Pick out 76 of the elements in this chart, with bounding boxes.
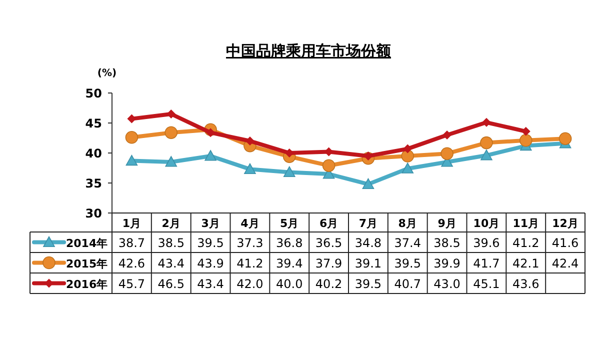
legend-label: 2014年 (66, 236, 108, 250)
point (283, 166, 296, 177)
point (482, 118, 491, 127)
data-label: 45.1 (473, 276, 500, 291)
data-label: 37.4 (394, 236, 421, 250)
point (362, 178, 374, 189)
x-tick-label: 7月 (358, 217, 378, 230)
point (204, 150, 216, 161)
x-tick-label: 9月 (438, 217, 456, 230)
point (165, 156, 178, 167)
data-label: 39.6 (473, 236, 500, 250)
point (402, 162, 414, 174)
y-tick-label: 50 (85, 86, 102, 100)
point (558, 132, 572, 145)
point (440, 147, 454, 160)
x-tick-label: 1月 (122, 217, 142, 230)
data-label: 39.1 (354, 256, 382, 270)
point (442, 130, 452, 140)
data-label: 39.5 (394, 256, 421, 270)
point (401, 150, 414, 162)
chart-title: 中国品牌乘用车市场份额 (226, 42, 392, 60)
legend-label: 2016年 (66, 278, 108, 291)
data-label: 43.6 (512, 276, 540, 291)
x-tick-label: 12月 (552, 217, 578, 230)
x-tick-label: 3月 (201, 217, 220, 230)
x-tick-label: 11月 (512, 217, 540, 230)
data-label: 36.5 (315, 236, 342, 250)
data-label: 42.6 (118, 256, 146, 270)
x-tick-label: 10月 (473, 217, 500, 230)
data-label: 42.0 (236, 276, 264, 291)
point (519, 134, 532, 147)
data-label: 36.8 (276, 236, 303, 250)
data-label: 42.4 (552, 256, 579, 270)
data-label: 41.7 (473, 256, 500, 270)
data-label: 41.6 (552, 236, 579, 250)
data-label: 46.5 (158, 276, 184, 291)
data-label: 37.3 (236, 236, 264, 250)
data-label: 39.4 (276, 256, 303, 270)
point (126, 154, 138, 166)
data-label: 43.0 (434, 276, 460, 291)
data-label: 40.7 (394, 276, 421, 291)
point (480, 136, 493, 150)
data-label: 40.2 (315, 276, 342, 291)
point (125, 131, 138, 144)
data-label: 39.9 (434, 256, 460, 270)
y-tick-label: 40 (85, 146, 102, 160)
x-tick-label: 5月 (280, 217, 299, 230)
x-tick-label: 2月 (162, 217, 180, 230)
legend-label: 2015年 (66, 257, 108, 270)
y-axis-title: (%) (97, 68, 117, 79)
data-label: 38.5 (434, 236, 460, 250)
point (322, 159, 336, 172)
data-label: 34.8 (354, 236, 382, 250)
point (480, 150, 492, 160)
data-label: 43.9 (197, 256, 224, 270)
data-label: 41.2 (512, 236, 540, 250)
data-label: 41.2 (236, 256, 264, 270)
x-tick-label: 6月 (319, 217, 338, 230)
data-label: 39.5 (354, 276, 382, 291)
x-tick-label: 8月 (398, 217, 417, 230)
data-label: 38.7 (118, 236, 146, 250)
data-label: 43.4 (197, 276, 224, 291)
data-label: 38.5 (158, 236, 184, 250)
data-label: 37.9 (315, 256, 342, 270)
x-tick-label: 4月 (240, 217, 260, 230)
y-tick-label: 45 (85, 116, 102, 130)
point (244, 163, 256, 174)
data-label: 42.1 (512, 256, 540, 270)
data-label: 43.4 (158, 256, 184, 270)
point (403, 144, 412, 154)
data-label: 45.7 (118, 276, 146, 291)
y-tick-label: 35 (85, 176, 102, 190)
data-label: 40.0 (276, 276, 303, 291)
y-tick-label: 30 (85, 206, 102, 220)
point (164, 126, 178, 139)
data-label: 39.5 (197, 236, 224, 250)
